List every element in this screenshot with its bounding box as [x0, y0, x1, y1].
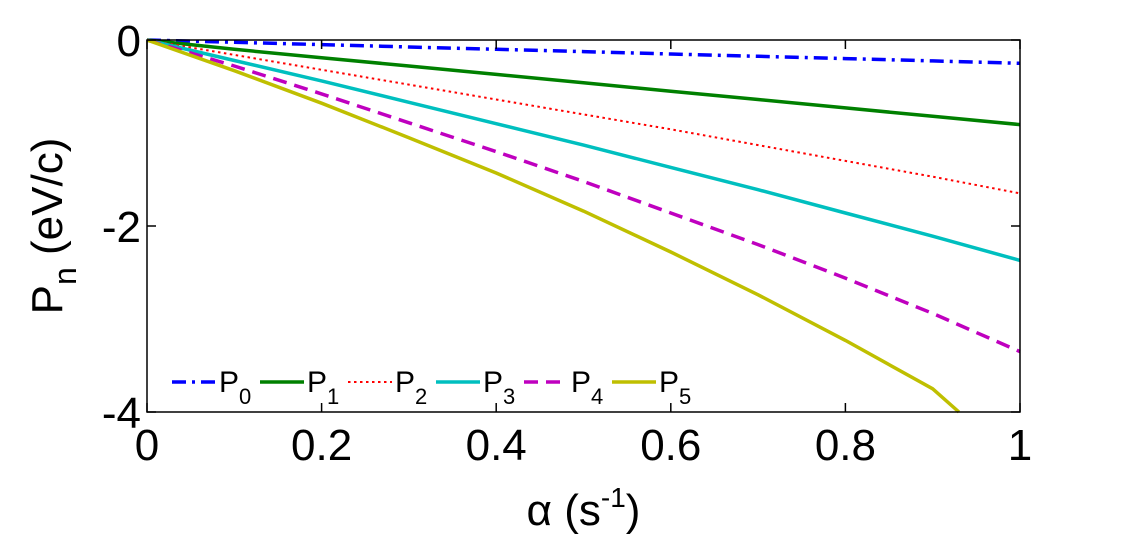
legend-label-p5: P5 [659, 366, 691, 409]
legend: P0 P1 P2 P3 P4 P5 [172, 366, 691, 409]
x-axis-label-symbol: α [527, 486, 552, 535]
legend-label-p0: P0 [219, 366, 251, 409]
legend-label-p2: P2 [395, 366, 427, 409]
x-axis-label-unit-open: (s [552, 486, 601, 535]
y-tick-label: -2 [102, 203, 141, 252]
y-axis-label-unit: (eV/c) [23, 138, 72, 268]
legend-label-p3: P3 [483, 366, 515, 409]
legend-label-p1: P1 [307, 366, 339, 409]
x-axis-label-unit-sup: -1 [601, 482, 626, 513]
legend-label-main: P [307, 366, 327, 399]
y-axis-ticks: 0 -2 -4 [102, 17, 1020, 438]
plot-background [147, 40, 1020, 412]
x-tick-label: 0.8 [815, 421, 876, 470]
y-axis-label-sub: n [47, 267, 83, 285]
legend-label-sub: 1 [327, 384, 339, 409]
y-axis-label-main: P [23, 285, 72, 314]
legend-label-main: P [219, 366, 239, 399]
x-axis-ticks: 0 0.2 0.4 0.6 0.8 1 [135, 40, 1032, 470]
x-tick-label: 0.6 [640, 421, 701, 470]
legend-label-sub: 0 [239, 384, 251, 409]
y-tick-label: -4 [102, 389, 141, 438]
series-line-p2 [146, 39, 1021, 195]
legend-label-main: P [483, 366, 503, 399]
series-line-p0 [146, 38, 1021, 66]
x-tick-label: 0.4 [466, 421, 527, 470]
legend-label-sub: 4 [591, 384, 603, 409]
legend-label-main: P [571, 366, 591, 399]
series-layer [146, 38, 1021, 414]
legend-label-p4: P4 [571, 366, 603, 409]
x-tick-label: 0.2 [291, 421, 352, 470]
x-tick-label: 1 [1008, 421, 1032, 470]
x-axis-label: α (s-1) [527, 482, 641, 535]
x-axis-label-unit-close: ) [626, 486, 641, 535]
series-line-p5 [146, 38, 961, 414]
legend-label-main: P [659, 366, 679, 399]
plot-area [146, 38, 1021, 414]
legend-label-sub: 2 [415, 384, 427, 409]
series-line-p1 [146, 38, 1021, 127]
legend-label-sub: 3 [503, 384, 515, 409]
x-tick-label: 0 [135, 421, 159, 470]
legend-label-main: P [395, 366, 415, 399]
series-line-p3 [146, 38, 1021, 263]
legend-label-sub: 5 [679, 384, 691, 409]
y-axis-label: Pn (eV/c) [23, 138, 83, 315]
y-tick-label: 0 [117, 17, 141, 66]
